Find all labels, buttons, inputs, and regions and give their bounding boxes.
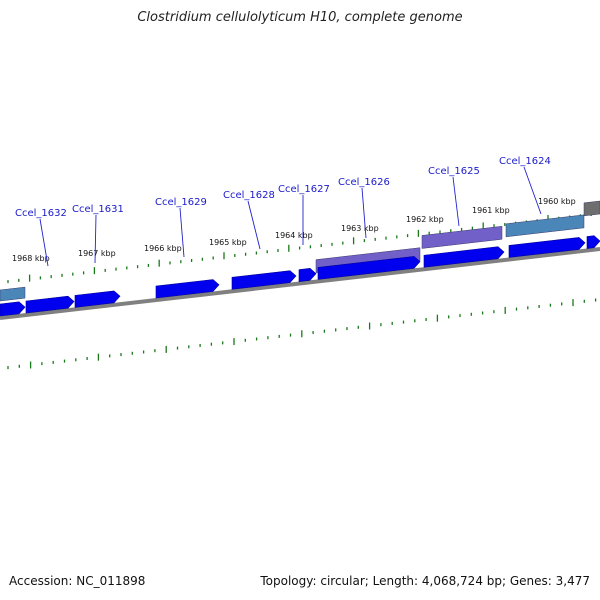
leader-line	[247, 200, 261, 250]
feature-block	[421, 225, 503, 249]
gene-labels: Ccel_1632 Ccel_1631Ccel_1629Ccel_1628Ccel…	[15, 156, 551, 267]
kbp-label: 1968 kbp	[12, 254, 50, 263]
kbp-label: 1965 kbp	[209, 238, 247, 247]
gene-label: Ccel_1625	[428, 166, 480, 177]
cds-arrow	[155, 279, 220, 299]
cds-arrow	[74, 290, 121, 308]
cds-arrow	[423, 246, 505, 268]
cds-arrow	[586, 235, 600, 249]
gene-label: Ccel_1632	[15, 208, 67, 219]
leader-line	[361, 187, 367, 239]
outer-tick-ring	[7, 213, 592, 284]
leader-line	[39, 218, 49, 267]
kbp-label: 1964 kbp	[275, 231, 313, 240]
leader-line	[452, 176, 460, 227]
leader-line	[94, 214, 97, 264]
kbp-label: 1960 kbp	[538, 197, 576, 206]
kbp-label: 1967 kbp	[78, 249, 116, 258]
kbp-label: 1963 kbp	[341, 224, 379, 233]
cds-arrow	[298, 268, 317, 282]
kbp-scale: 1968 kbp 1967 kbp 1966 kbp 1965 kbp 1964 kbp…	[12, 197, 576, 263]
cds-track	[0, 235, 600, 317]
gene-label: Ccel_1631	[72, 204, 124, 215]
gene-label: Ccel_1627	[278, 184, 330, 195]
feature-block	[505, 214, 585, 238]
gene-label: Ccel_1626	[338, 177, 390, 188]
feature-block	[583, 200, 600, 217]
kbp-label: 1961 kbp	[472, 206, 510, 215]
leader-line	[179, 207, 185, 258]
genome-backbone	[0, 247, 600, 320]
cds-arrow	[317, 256, 421, 280]
gene-label: Ccel_1628	[223, 190, 275, 201]
topology-summary: Topology: circular; Length: 4,068,724 bp…	[260, 574, 590, 588]
inner-tick-ring	[7, 298, 597, 370]
leader-line	[523, 166, 542, 215]
gene-label: Ccel_1629	[155, 197, 207, 208]
backbone-line	[0, 247, 600, 320]
cds-arrow	[508, 237, 586, 258]
cds-arrow	[25, 295, 75, 314]
cds-arrow	[231, 270, 297, 290]
kbp-label: 1966 kbp	[144, 244, 182, 253]
feature-block	[0, 286, 26, 302]
cds-arrow	[0, 301, 26, 317]
accession-text: Accession: NC_011898	[9, 574, 146, 588]
map-title: Clostridium cellulolyticum H10, complete…	[137, 10, 463, 25]
gene-label: Ccel_1624	[499, 156, 551, 167]
kbp-label: 1962 kbp	[406, 215, 444, 224]
